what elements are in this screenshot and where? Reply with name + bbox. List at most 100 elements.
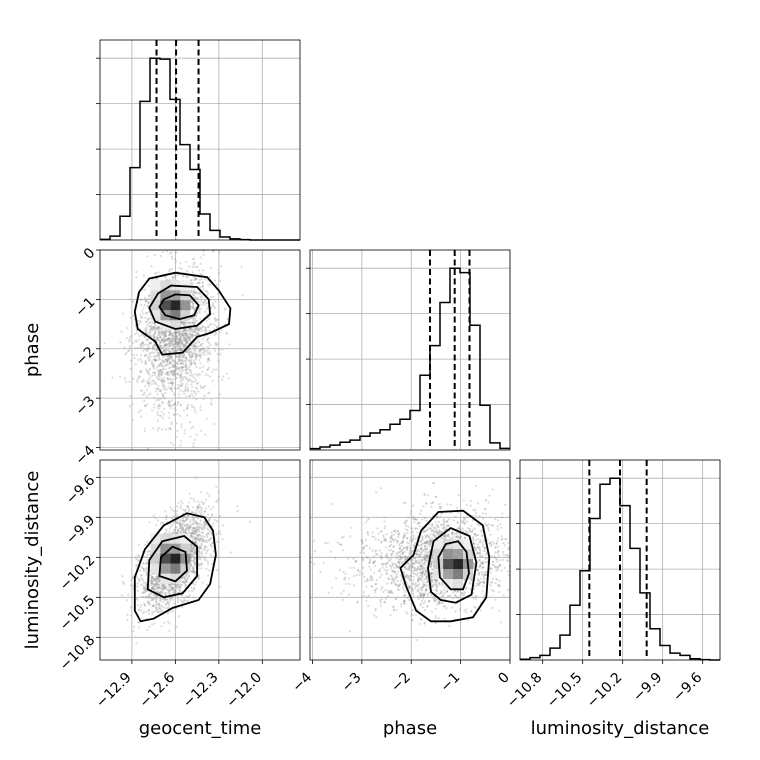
scatter-point bbox=[183, 524, 186, 527]
scatter-point bbox=[121, 312, 125, 315]
scatter-point bbox=[136, 563, 139, 566]
scatter-point bbox=[202, 351, 205, 354]
scatter-point bbox=[171, 365, 174, 368]
scatter-point bbox=[190, 389, 193, 392]
scatter-point bbox=[177, 342, 180, 345]
scatter-point bbox=[145, 312, 148, 315]
scatter-point bbox=[207, 292, 210, 295]
scatter-point bbox=[430, 594, 433, 597]
scatter-point bbox=[157, 330, 160, 333]
scatter-point bbox=[161, 392, 164, 395]
scatter-point bbox=[169, 331, 172, 334]
scatter-point bbox=[157, 586, 160, 589]
scatter-point bbox=[149, 355, 152, 358]
scatter-point bbox=[184, 332, 187, 335]
scatter-point bbox=[188, 574, 191, 578]
scatter-point bbox=[185, 357, 188, 360]
scatter-point bbox=[188, 350, 191, 353]
scatter-point bbox=[205, 498, 208, 501]
scatter-point bbox=[156, 277, 159, 280]
scatter-point bbox=[181, 501, 184, 505]
scatter-point bbox=[150, 360, 153, 363]
scatter-point bbox=[206, 368, 209, 372]
scatter-point bbox=[139, 409, 142, 412]
scatter-point bbox=[161, 400, 164, 403]
scatter-point bbox=[197, 500, 200, 503]
scatter-point bbox=[157, 399, 160, 402]
scatter-point bbox=[201, 562, 204, 565]
scatter-point bbox=[149, 367, 152, 370]
scatter-point bbox=[177, 340, 181, 344]
scatter-point bbox=[172, 443, 175, 446]
scatter-point bbox=[194, 278, 197, 281]
scatter-point bbox=[334, 557, 337, 560]
scatter-point bbox=[142, 306, 145, 309]
scatter-point bbox=[174, 408, 177, 411]
scatter-point bbox=[192, 442, 195, 445]
scatter-point bbox=[149, 325, 152, 328]
scatter-point bbox=[161, 609, 164, 613]
scatter-point bbox=[177, 599, 180, 602]
scatter-point bbox=[188, 338, 191, 341]
scatter-point bbox=[210, 306, 213, 310]
scatter-point bbox=[214, 319, 217, 323]
scatter-point bbox=[176, 383, 179, 386]
scatter-point bbox=[197, 340, 200, 343]
scatter-point bbox=[194, 355, 197, 358]
scatter-point bbox=[137, 377, 140, 380]
scatter-point bbox=[179, 444, 182, 447]
scatter-point bbox=[179, 389, 182, 392]
scatter-point bbox=[172, 602, 176, 605]
scatter-point bbox=[177, 393, 181, 396]
scatter-point bbox=[188, 347, 192, 350]
scatter-point bbox=[335, 577, 338, 580]
scatter-point bbox=[192, 290, 195, 293]
scatter-point bbox=[195, 365, 198, 368]
scatter-point bbox=[155, 359, 158, 362]
scatter-point bbox=[160, 369, 163, 372]
scatter-point bbox=[189, 333, 192, 336]
scatter-point bbox=[135, 276, 138, 279]
scatter-point bbox=[185, 339, 188, 342]
scatter-point bbox=[171, 347, 174, 350]
scatter-point bbox=[179, 362, 182, 365]
scatter-point bbox=[193, 380, 196, 383]
scatter-point bbox=[179, 374, 182, 377]
scatter-point bbox=[168, 404, 171, 407]
scatter-point bbox=[159, 379, 163, 382]
scatter-point bbox=[227, 377, 230, 380]
scatter-point bbox=[164, 358, 167, 361]
scatter-point bbox=[169, 351, 173, 354]
scatter-point bbox=[176, 585, 179, 589]
scatter-point bbox=[173, 510, 176, 513]
scatter-point bbox=[141, 341, 144, 345]
scatter-point bbox=[147, 297, 150, 300]
scatter-point bbox=[123, 346, 126, 349]
scatter-point bbox=[192, 330, 195, 333]
scatter-point bbox=[193, 345, 196, 348]
scatter-point bbox=[162, 365, 165, 368]
scatter-point bbox=[166, 358, 169, 361]
scatter-point bbox=[161, 379, 164, 382]
scatter-point bbox=[164, 368, 167, 371]
scatter-point bbox=[176, 522, 179, 525]
scatter-point bbox=[141, 341, 144, 344]
scatter-point bbox=[138, 334, 141, 337]
scatter-point bbox=[170, 356, 173, 359]
scatter-point bbox=[191, 345, 194, 348]
scatter-point bbox=[199, 317, 202, 320]
scatter-point bbox=[174, 274, 178, 277]
scatter-point bbox=[145, 348, 148, 351]
scatter-point bbox=[174, 370, 177, 374]
scatter-point bbox=[145, 596, 148, 599]
scatter-point bbox=[157, 605, 160, 608]
scatter-point bbox=[155, 601, 158, 604]
scatter-point bbox=[170, 340, 173, 343]
scatter-point bbox=[149, 376, 152, 379]
scatter-point bbox=[140, 303, 143, 307]
scatter-point bbox=[137, 543, 140, 547]
scatter-point bbox=[193, 583, 197, 587]
scatter-point bbox=[171, 358, 174, 361]
scatter-point bbox=[206, 349, 209, 352]
scatter-point bbox=[146, 339, 149, 342]
